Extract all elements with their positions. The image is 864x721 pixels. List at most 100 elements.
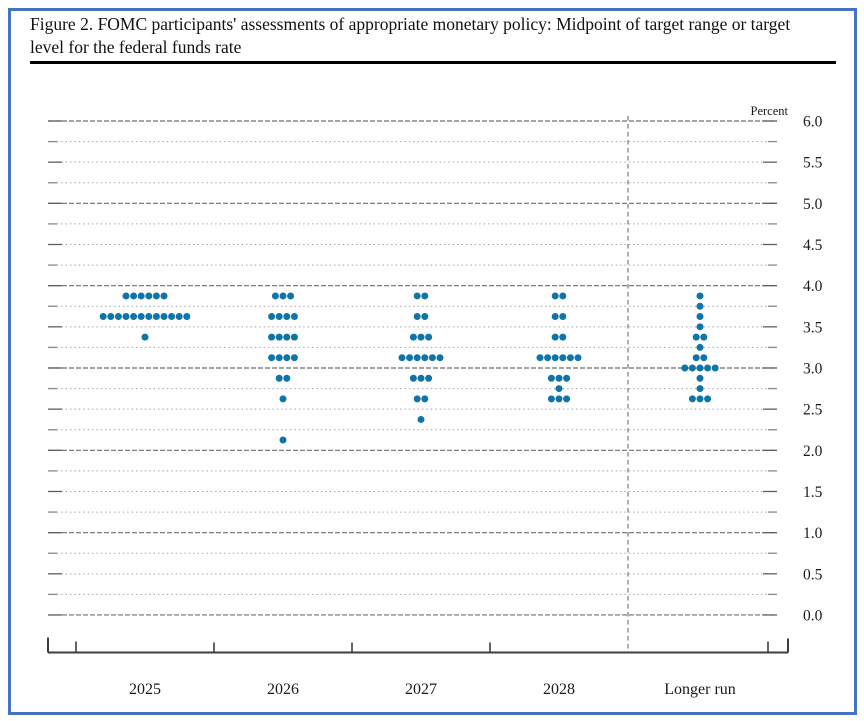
dot-column-2026 xyxy=(268,292,298,444)
projection-dot xyxy=(130,313,138,321)
figure-caption: Figure 2. FOMC participants' assessments… xyxy=(30,14,791,57)
projection-dot xyxy=(688,364,696,372)
projection-dot xyxy=(547,374,555,382)
x-category-label: 2026 xyxy=(267,681,299,698)
projection-dot xyxy=(160,292,168,300)
projection-dot xyxy=(413,313,421,321)
projection-dot xyxy=(268,333,276,341)
projection-dot xyxy=(566,354,574,362)
projection-dot xyxy=(279,436,287,444)
dot-column-longer-run xyxy=(681,292,719,403)
projection-dot xyxy=(696,374,704,382)
projection-dot xyxy=(122,292,130,300)
projection-dot xyxy=(696,302,704,310)
y-tick-label: 2.5 xyxy=(803,402,823,419)
projection-dot xyxy=(696,343,704,351)
projection-dot xyxy=(574,354,582,362)
projection-dot xyxy=(547,395,555,403)
projection-dot xyxy=(700,354,708,362)
x-axis xyxy=(47,637,789,654)
x-category-label: 2025 xyxy=(129,681,161,698)
projection-dot xyxy=(417,333,425,341)
projection-dot xyxy=(536,354,544,362)
projection-dot xyxy=(551,354,559,362)
gridlines xyxy=(48,120,777,616)
projection-dot xyxy=(409,333,417,341)
projection-dot xyxy=(563,374,571,382)
dot-column-2027 xyxy=(398,292,444,423)
projection-dot xyxy=(114,313,122,321)
y-tick-label: 6.0 xyxy=(803,114,823,131)
projection-dot xyxy=(160,313,168,321)
projection-dot xyxy=(696,323,704,331)
projection-dot xyxy=(425,333,433,341)
projection-dot xyxy=(290,313,298,321)
projection-dot xyxy=(130,292,138,300)
projection-dot xyxy=(137,313,145,321)
x-category-label: 2027 xyxy=(405,681,437,698)
projection-dot xyxy=(421,292,429,300)
projection-dot xyxy=(107,313,115,321)
projection-dot xyxy=(413,395,421,403)
projection-dot xyxy=(692,354,700,362)
projection-dot xyxy=(555,374,563,382)
projection-dot xyxy=(436,354,444,362)
projection-dot xyxy=(141,333,149,341)
projection-dot xyxy=(421,313,429,321)
y-axis-unit-label: Percent xyxy=(751,104,789,118)
projection-dot xyxy=(421,354,429,362)
projection-dot xyxy=(175,313,183,321)
projection-dot xyxy=(696,364,704,372)
projection-dot xyxy=(559,354,567,362)
y-tick-label: 5.5 xyxy=(803,155,823,172)
y-tick-labels: 6.0 5.5 5.0 4.5 4.0 3.5 3.0 2.5 2.0 1.5 1.0 0.5 0.0 xyxy=(803,114,823,625)
y-tick-label: 4.5 xyxy=(803,237,823,254)
projection-dot xyxy=(406,354,414,362)
projection-dot xyxy=(152,292,160,300)
projection-dot xyxy=(696,385,704,393)
y-tick-label: 3.0 xyxy=(803,360,823,377)
projection-dot xyxy=(271,292,279,300)
projection-dot xyxy=(696,395,704,403)
caption-rule xyxy=(30,61,836,64)
projection-dot xyxy=(551,292,559,300)
projection-dot xyxy=(563,395,571,403)
projection-dot xyxy=(398,354,406,362)
projection-dot xyxy=(268,313,276,321)
y-tick-label: 2.0 xyxy=(803,443,823,460)
projection-dot xyxy=(145,292,153,300)
y-tick-label: 3.5 xyxy=(803,319,823,336)
projection-dot xyxy=(555,395,563,403)
projection-dot xyxy=(283,333,291,341)
projection-dot xyxy=(287,292,295,300)
projection-dot xyxy=(413,354,421,362)
projection-dot xyxy=(551,333,559,341)
projection-dot xyxy=(409,374,417,382)
projection-dot xyxy=(145,313,153,321)
y-tick-label: 0.5 xyxy=(803,566,823,583)
projection-dot xyxy=(275,333,283,341)
projection-dot xyxy=(559,292,567,300)
projection-dot xyxy=(700,333,708,341)
projection-dot xyxy=(183,313,191,321)
projection-dot xyxy=(428,354,436,362)
projection-dot xyxy=(704,364,712,372)
y-tick-label: 1.5 xyxy=(803,484,823,501)
projection-dot xyxy=(279,292,287,300)
projection-dot xyxy=(275,374,283,382)
projection-dot xyxy=(559,333,567,341)
y-tick-label: 0.0 xyxy=(803,607,823,624)
projection-dot xyxy=(696,313,704,321)
projection-dot xyxy=(275,354,283,362)
y-tick-label: 5.0 xyxy=(803,196,823,213)
projection-dot xyxy=(283,313,291,321)
projection-dot xyxy=(290,333,298,341)
projection-dot xyxy=(704,395,712,403)
policy-rate-dots xyxy=(99,292,719,444)
y-tick-label: 4.0 xyxy=(803,278,823,295)
y-tick-label: 1.0 xyxy=(803,525,823,542)
projection-dot xyxy=(555,385,563,393)
projection-dot xyxy=(275,313,283,321)
